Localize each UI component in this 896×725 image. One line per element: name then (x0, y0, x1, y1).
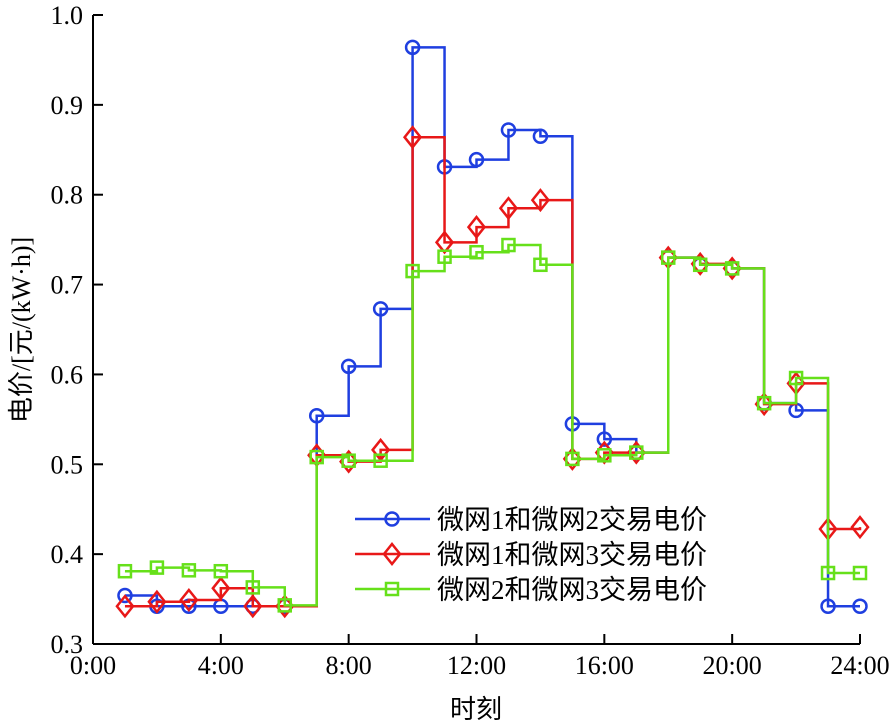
y-tick-label: 1.0 (51, 1, 84, 30)
square-marker (181, 563, 197, 578)
circle-marker (372, 301, 389, 317)
x-tick-label: 24:00 (830, 651, 889, 680)
y-tick-label: 0.5 (51, 450, 84, 479)
y-tick-label: 0.7 (51, 271, 84, 300)
square-marker (724, 261, 740, 276)
square-marker (661, 250, 676, 265)
x-axis-label: 时刻 (450, 695, 502, 724)
y-tick-label: 0.3 (51, 630, 84, 659)
square-marker (788, 370, 804, 386)
circle-marker (117, 587, 133, 604)
series-layer (115, 39, 870, 619)
diamond-marker (211, 576, 231, 601)
legend-label: 微网1和微网3交易电价 (437, 540, 707, 570)
legend-label: 微网1和微网2交易电价 (437, 505, 707, 535)
series-line (124, 135, 862, 608)
square-marker (756, 395, 772, 411)
square-marker (533, 257, 548, 273)
circle-marker (468, 151, 485, 168)
circle-marker (500, 122, 517, 138)
diamond-marker (115, 594, 135, 619)
square-marker (373, 453, 388, 468)
x-tick-label: 12:00 (447, 651, 506, 680)
circle-marker (340, 358, 357, 375)
circle-marker (308, 408, 325, 424)
square-marker (149, 560, 165, 575)
x-tick-label: 8:00 (326, 651, 372, 680)
square-marker (629, 445, 644, 460)
y-tick-label: 0.6 (51, 360, 84, 389)
circle-marker (532, 128, 549, 145)
square-marker (117, 563, 133, 579)
circle-marker (596, 431, 613, 447)
square-marker (852, 565, 868, 581)
square-marker (213, 563, 229, 579)
square-marker (384, 581, 400, 597)
x-tick-label: 16:00 (575, 651, 634, 680)
square-marker (437, 249, 452, 264)
diamond-marker (382, 541, 402, 567)
square-marker (692, 257, 708, 273)
diamond-marker (466, 215, 487, 240)
diamond-marker (402, 125, 423, 150)
square-marker (565, 451, 580, 467)
y-tick-label: 0.8 (51, 181, 84, 210)
square-marker (245, 580, 261, 595)
x-tick-label: 4:00 (198, 651, 244, 680)
diamond-marker (179, 587, 199, 612)
square-marker (405, 263, 420, 279)
square-marker (341, 453, 356, 468)
square-marker (501, 237, 516, 253)
square-marker (277, 598, 292, 613)
circle-marker (404, 39, 421, 56)
x-tick-label: 20:00 (703, 651, 762, 680)
diamond-marker (498, 196, 519, 221)
y-axis-label: 电价/[元/(kW·h)] (7, 237, 36, 423)
x-tick-label: 0:00 (70, 651, 116, 680)
ticks: 0:00 4:00 8:00 12:00 16:00 20:00 24:00 0.3 0.4 0.… (51, 1, 890, 680)
square-marker (597, 448, 612, 463)
diamond-marker (530, 188, 551, 213)
square-marker (309, 449, 324, 465)
legend-label: 微网2和微网3交易电价 (437, 575, 707, 605)
y-tick-label: 0.9 (51, 91, 84, 120)
square-marker (820, 565, 836, 581)
diamond-marker (243, 594, 263, 619)
square-marker (469, 244, 484, 260)
diamond-marker (434, 230, 455, 255)
circle-marker (820, 598, 836, 615)
diamond-marker (147, 589, 167, 614)
circle-marker (852, 598, 868, 615)
circle-marker (384, 511, 400, 527)
y-tick-label: 0.4 (51, 540, 84, 569)
diamond-marker (850, 515, 870, 540)
series-3 (117, 237, 868, 613)
